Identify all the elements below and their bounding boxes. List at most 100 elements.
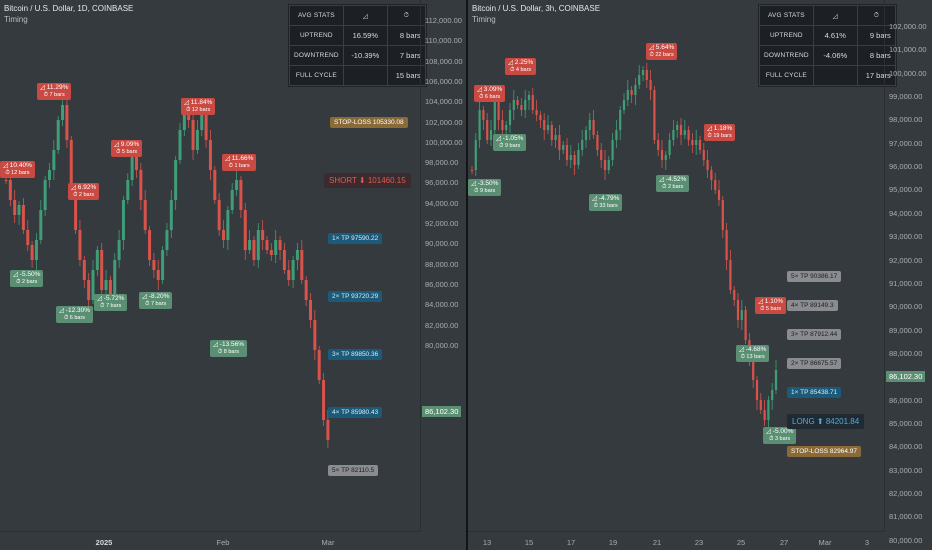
candle-body (21, 205, 25, 230)
candle-body (291, 260, 295, 280)
clock-icon: ⏱ (386, 5, 426, 26)
candle-body (679, 125, 683, 135)
candle-body (139, 170, 143, 200)
candle-body (729, 260, 732, 290)
chart-title: Bitcoin / U.S. Dollar, 3h, COINBASE (472, 4, 601, 13)
take-profit-1-label: 1× TP 85438.71 (787, 387, 842, 398)
candle-body (470, 170, 474, 171)
candle-body (235, 180, 239, 190)
candle-body (34, 240, 38, 260)
time-tick: 17 (566, 538, 576, 547)
stats-row-pct (812, 65, 858, 86)
price-tick: 95,000.00 (889, 185, 923, 195)
candle-body (65, 105, 69, 140)
candle-body (607, 160, 610, 170)
candle-body (217, 200, 221, 230)
candle-body (771, 390, 774, 400)
stats-row-pct (342, 65, 388, 86)
swing-high-label: ◿ 6.92% ⏱ 2 bars (68, 183, 100, 200)
price-tick: 80,000.00 (889, 535, 923, 545)
stop-loss-label: STOP-LOSS 105330.08 (330, 117, 408, 128)
swing-low-label: ◿ -13.56% ⏱ 8 bars (210, 340, 248, 357)
stats-row-label: FULL CYCLE (289, 65, 344, 86)
candle-body (17, 205, 21, 215)
candle-body (91, 270, 95, 300)
swing-low-label: ◿ -4.52% ⏱ 2 bars (656, 175, 690, 192)
candle-body (191, 120, 195, 150)
candle-body (486, 120, 489, 140)
candle-body (208, 140, 212, 170)
pane-divider[interactable] (466, 0, 468, 550)
candle-body (638, 75, 641, 85)
price-tick: 96,000.00 (425, 178, 459, 188)
swing-low-label: ◿ -3.50% ⏱ 9 bars (468, 179, 502, 196)
candle-body (52, 150, 56, 170)
candle-body (61, 105, 65, 120)
price-tick: 86,000.00 (425, 279, 459, 289)
price-tick: 98,000.00 (889, 115, 923, 125)
candle-body (261, 230, 265, 240)
candle-body (178, 130, 182, 160)
candle-body (554, 135, 557, 140)
price-tick: 110,000.00 (425, 36, 462, 46)
time-tick: 23 (694, 538, 704, 547)
candle-body (482, 110, 485, 120)
candle-body (169, 200, 173, 230)
last-price-label: 86,102.30 (422, 406, 462, 417)
time-axis[interactable]: 13 15 17 19 21 23 25 27 Mar 3 (468, 531, 884, 550)
candle-body (562, 145, 565, 150)
price-tick: 97,000.00 (889, 138, 923, 148)
candle-body (489, 130, 493, 140)
indicator-name: Timing (4, 15, 28, 24)
candle-body (156, 270, 160, 280)
take-profit-3-label: 3× TP 89850.36 (328, 349, 383, 360)
price-tick: 84,000.00 (425, 300, 459, 310)
candle-body (653, 90, 656, 140)
candle-body (322, 380, 326, 420)
time-tick: 21 (652, 538, 662, 547)
price-tick: 98,000.00 (425, 158, 459, 168)
candle-body (744, 310, 747, 340)
swing-high-label: ◿ 11.84% ⏱ 12 bars (181, 98, 216, 115)
swing-low-label: ◿ -5.50% ⏱ 2 bars (10, 270, 44, 287)
stats-row-label: FULL CYCLE (759, 65, 814, 86)
candle-body (104, 280, 108, 290)
price-scale[interactable]: 112,000.00 110,000.00 108,000.00 106,000.00… (420, 0, 466, 531)
candle-body (213, 170, 217, 200)
candle-body (69, 140, 73, 190)
candle-body (252, 240, 256, 260)
candle-body (569, 155, 572, 160)
candle-body (78, 230, 82, 260)
chart-pane-daily[interactable]: Bitcoin / U.S. Dollar, 1D, COINBASE Timi… (0, 0, 466, 550)
candle-body (152, 260, 156, 270)
price-tick: 101,000.00 (889, 45, 927, 55)
chart-pane-3h[interactable]: Bitcoin / U.S. Dollar, 3h, COINBASE Timi… (468, 0, 932, 550)
time-axis[interactable]: 2025 Feb Mar (0, 531, 420, 550)
take-profit-5-label: 5× TP 82110.5 (328, 465, 379, 476)
time-tick: Feb (216, 538, 230, 547)
stats-row-pct: 16.59% (342, 25, 388, 46)
candle-body (512, 100, 515, 110)
swing-low-label: ◿ -1.05% ⏱ 9 bars (493, 134, 527, 151)
candle-body (755, 380, 759, 400)
swing-high-label: ◿ 9.09% ⏱ 5 bars (111, 140, 143, 157)
candle-body (596, 135, 599, 150)
candle-body (630, 90, 633, 95)
candle-body (687, 130, 690, 140)
time-tick: 15 (524, 538, 534, 547)
candle-body (117, 240, 121, 260)
stats-row-pct: -4.06% (812, 45, 858, 66)
candle-body (527, 95, 531, 100)
candle-body (200, 110, 204, 130)
avg-stats-table: AVG STATS ◿ ⏱ UPTREND 16.59% 8 bars DOWN… (288, 4, 427, 87)
price-scale[interactable]: 102,000.00 101,000.00 100,000.00 99,000.00 9… (884, 0, 932, 545)
candle-body (295, 250, 299, 260)
swing-high-label: ◿ 2.25% ⏱ 4 bars (505, 58, 537, 75)
candle-body (95, 250, 99, 270)
candle-body (626, 90, 629, 100)
candle-body (135, 150, 138, 170)
price-tick: 92,000.00 (425, 219, 459, 228)
time-tick: 2025 (95, 538, 113, 547)
price-tick: 85,000.00 (889, 418, 923, 428)
candle-body (543, 120, 546, 130)
